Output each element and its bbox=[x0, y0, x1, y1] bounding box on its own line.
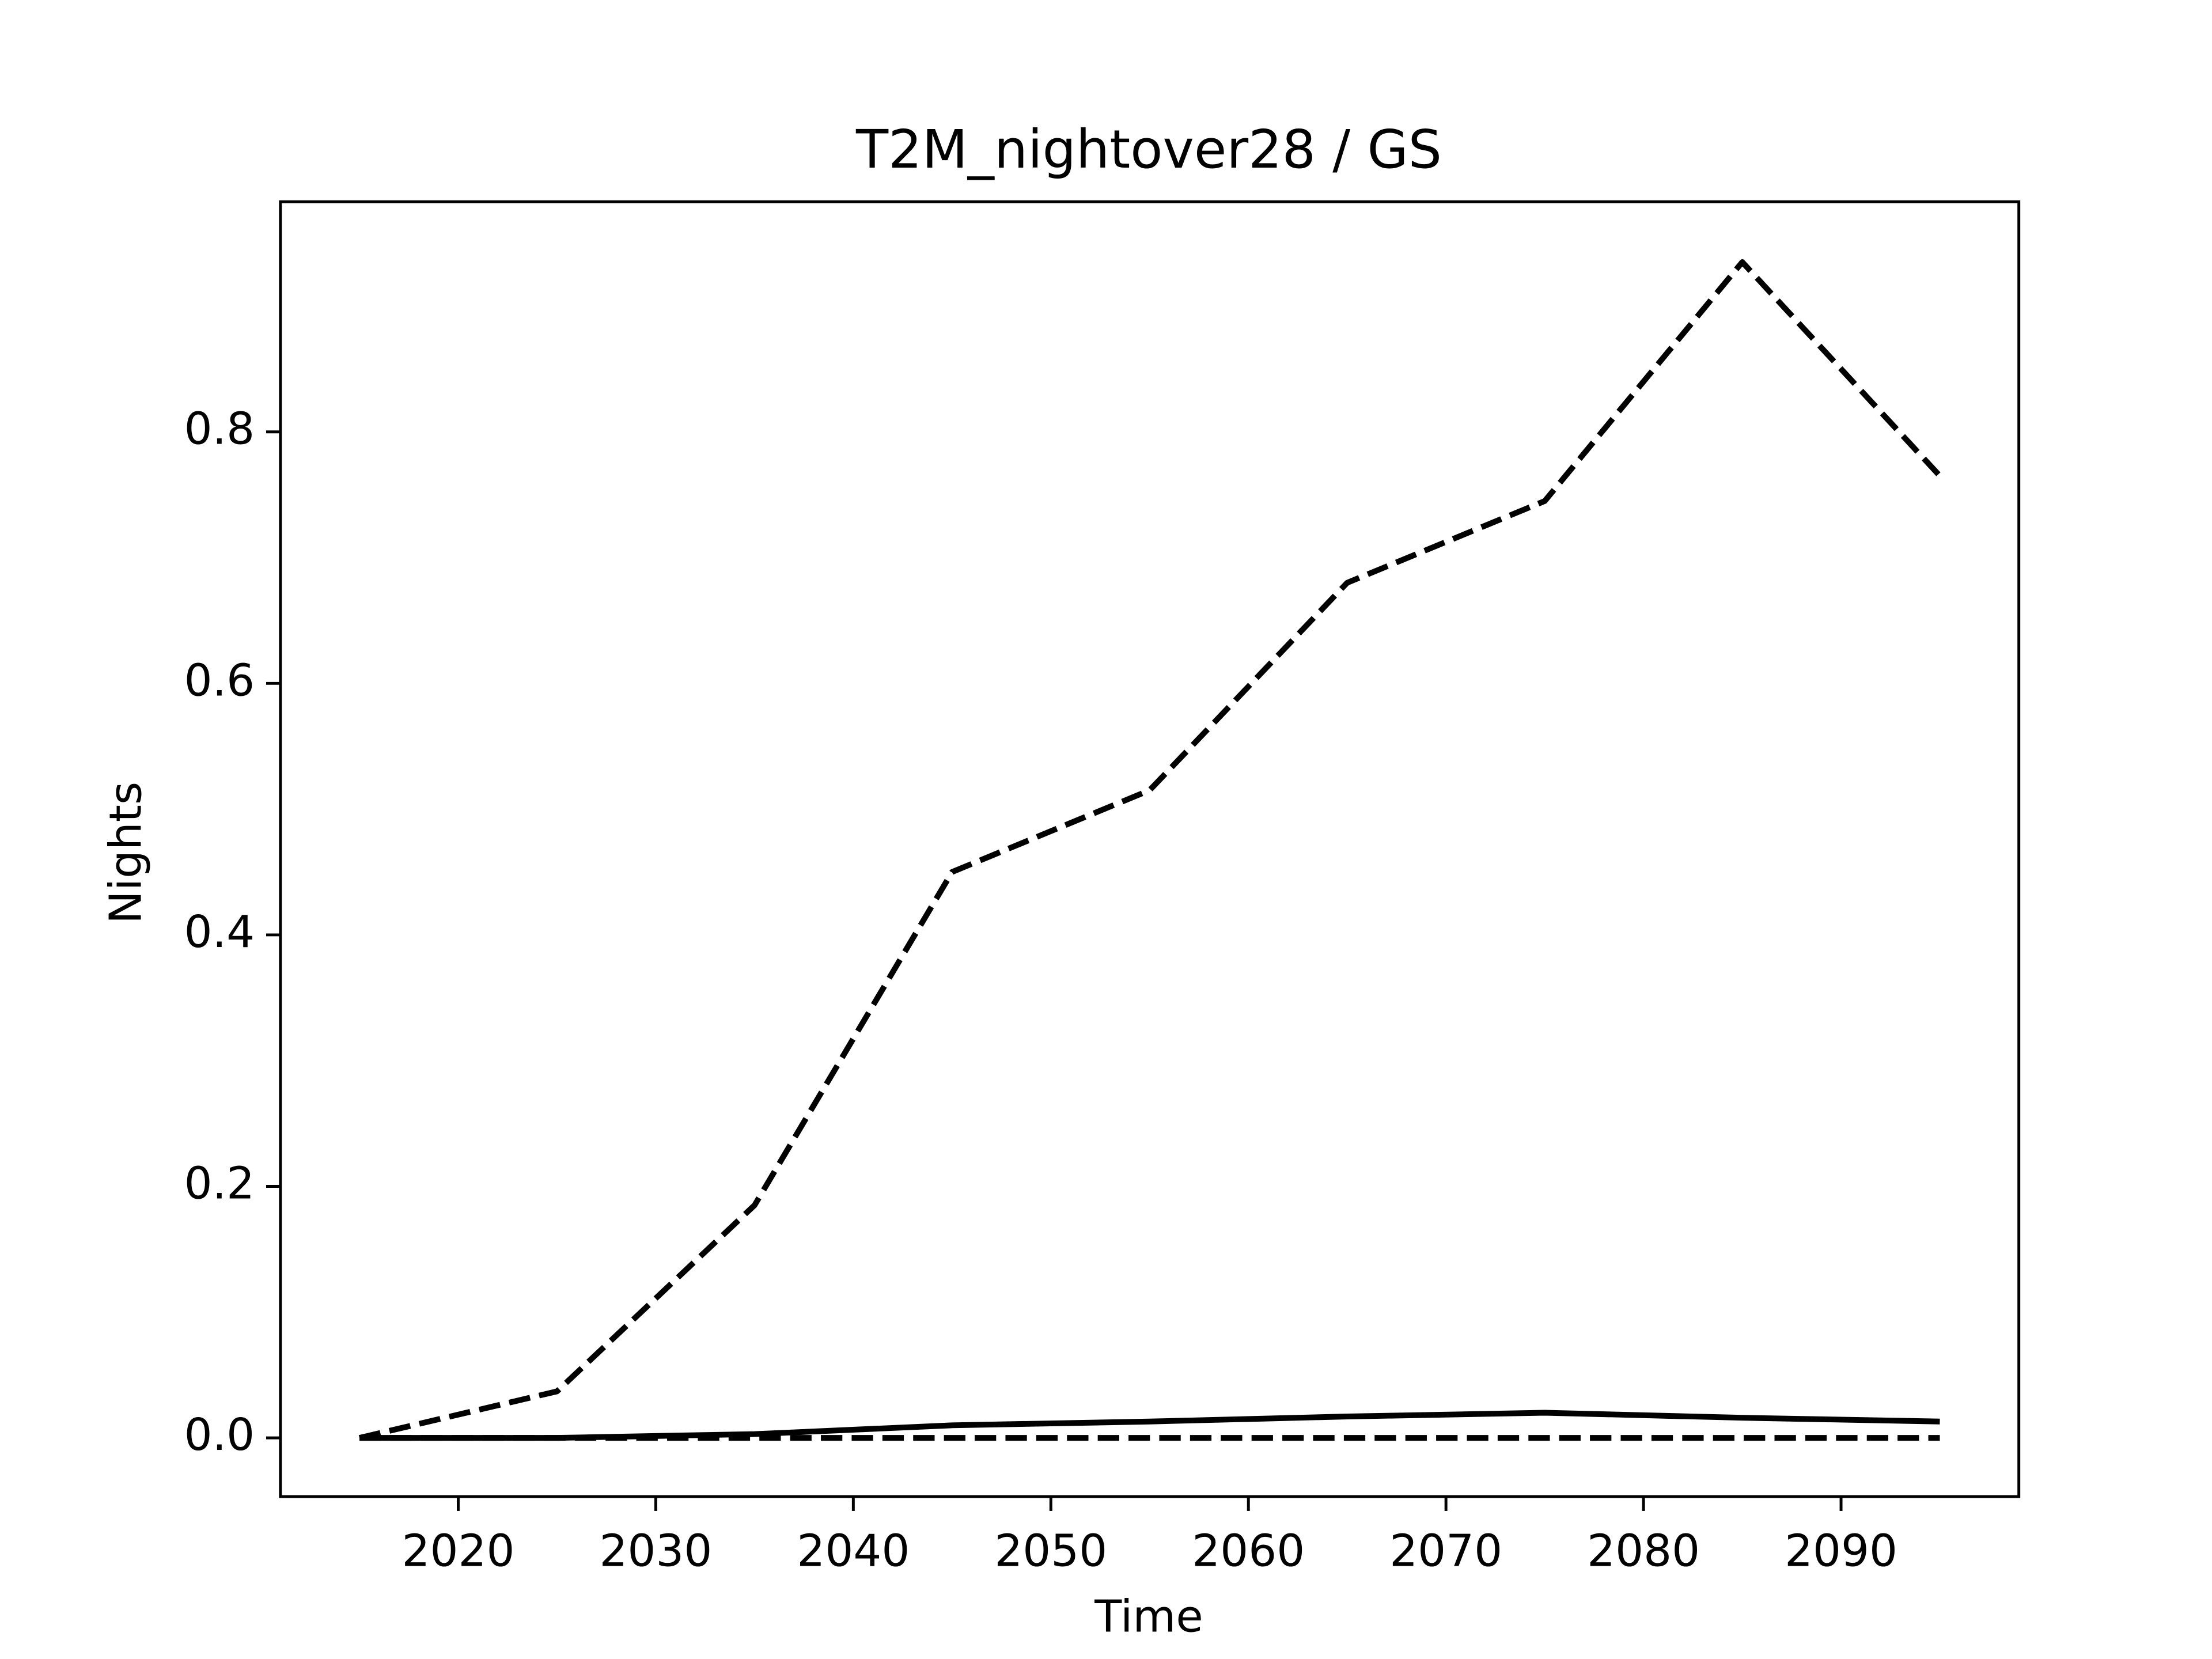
x-tick-label: 2050 bbox=[994, 1525, 1107, 1577]
y-tick-label: 0.6 bbox=[184, 655, 255, 706]
y-tick-label: 0.4 bbox=[184, 907, 255, 958]
x-tick-label: 2060 bbox=[1192, 1525, 1305, 1577]
series-line bbox=[358, 259, 1942, 1441]
chart-title: T2M_nightover28 / GS bbox=[855, 119, 1442, 180]
x-tick-label: 2090 bbox=[1785, 1525, 1897, 1577]
y-tick-label: 0.2 bbox=[184, 1158, 255, 1210]
x-tick-label: 2040 bbox=[797, 1525, 910, 1577]
plot-frame bbox=[279, 200, 2021, 1498]
y-tick-label: 0.0 bbox=[184, 1410, 255, 1461]
y-tick-label: 0.8 bbox=[184, 404, 255, 455]
x-axis-label: Time bbox=[1094, 1592, 1203, 1643]
x-tick-label: 2070 bbox=[1389, 1525, 1502, 1577]
x-tick-label: 2080 bbox=[1587, 1525, 1700, 1577]
x-tick-label: 2020 bbox=[402, 1525, 515, 1577]
x-tick-label: 2030 bbox=[599, 1525, 712, 1577]
y-axis-label: Nights bbox=[101, 782, 152, 924]
